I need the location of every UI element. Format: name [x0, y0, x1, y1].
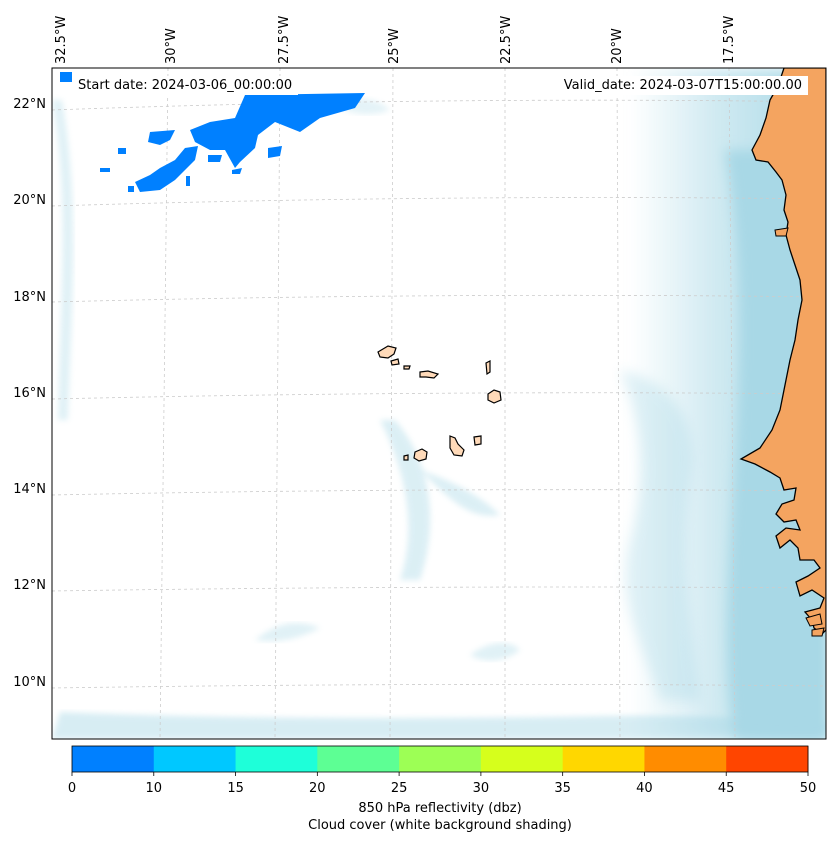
- cloud-streak-east: [620, 370, 700, 700]
- colorbar-segment: [153, 746, 237, 772]
- colorbar-tick-label: 40: [636, 781, 653, 796]
- colorbar-segment: [644, 746, 727, 772]
- latitude-label: 22°N: [13, 97, 46, 112]
- island-santiago: [449, 435, 465, 457]
- coastal-inlet-north: [774, 227, 789, 237]
- colorbar-segment: [72, 746, 155, 772]
- longitude-label: 22.5°W: [499, 15, 514, 64]
- latitude-label: 16°N: [13, 386, 46, 401]
- longitude-label: 27.5°W: [277, 15, 292, 64]
- longitude-label: 20°W: [610, 28, 625, 64]
- colorbar-tick-label: 25: [390, 781, 408, 796]
- longitude-label: 32.5°W: [54, 15, 69, 64]
- latitude-label: 12°N: [13, 578, 46, 593]
- cloud-patch-south-2: [470, 643, 520, 661]
- island-sal: [485, 360, 491, 376]
- colorbar-segments: [72, 746, 809, 772]
- colorbar-tick-label: 20: [309, 781, 326, 796]
- colorbar-title: 850 hPa reflectivity (dbz): [358, 801, 522, 816]
- bissagos-island-1: [805, 613, 823, 627]
- island-sao-vicente: [390, 358, 400, 366]
- colorbar-tick-label: 0: [67, 781, 77, 796]
- africa-mainland: [739, 68, 826, 635]
- start-date-label: Start date: 2024-03-06_00:00:00: [72, 76, 299, 95]
- colorbar-segment: [480, 746, 564, 772]
- island-brava: [403, 454, 409, 461]
- longitude-label: 25°W: [387, 28, 402, 64]
- cloud-streak-west: [52, 100, 74, 420]
- valid-date-label: Valid_date: 2024-03-07T15:00:00.00: [557, 76, 808, 95]
- colorbar-segment: [726, 746, 809, 772]
- colorbar-tick-label: 50: [799, 781, 817, 796]
- colorbar-tick-label: 10: [145, 781, 163, 796]
- cloud-band-south: [52, 712, 826, 739]
- colorbar-tick-label: 35: [554, 781, 571, 796]
- bissagos-island-2: [811, 627, 825, 637]
- longitude-label: 30°W: [164, 28, 179, 64]
- cape-verde-islands: [377, 345, 502, 462]
- cloud-streak-islands-2: [420, 470, 500, 516]
- colorbar-segment: [399, 746, 482, 772]
- graticule: [52, 68, 826, 739]
- colorbar-tick-marks: [71, 772, 809, 776]
- colorbar-tick-label: 45: [717, 781, 735, 796]
- latitude-label: 10°N: [13, 675, 46, 690]
- island-santo-antao: [377, 345, 397, 359]
- latitude-label: 20°N: [13, 193, 46, 208]
- island-maio: [473, 435, 482, 446]
- latitude-label: 14°N: [13, 482, 46, 497]
- colorbar-subtitle: Cloud cover (white background shading): [308, 818, 572, 833]
- map-frame: [51, 67, 827, 740]
- colorbar-tick-label: 30: [472, 781, 490, 796]
- colorbar-frame: [71, 745, 809, 773]
- colorbar-tick-label: 15: [227, 781, 244, 796]
- colorbar-segment: [562, 746, 645, 772]
- reflectivity-area-0-10: [60, 72, 365, 192]
- island-santa-luzia: [403, 365, 411, 370]
- cloud-patch-south: [255, 623, 320, 642]
- longitude-label: 17.5°W: [722, 15, 737, 64]
- island-sao-nicolau: [419, 370, 440, 379]
- island-boa-vista: [487, 389, 502, 404]
- latitude-label: 18°N: [13, 290, 46, 305]
- colorbar-segment: [235, 746, 318, 772]
- colorbar-segment: [317, 746, 400, 772]
- colorbar: [71, 745, 809, 776]
- island-fogo: [413, 448, 428, 462]
